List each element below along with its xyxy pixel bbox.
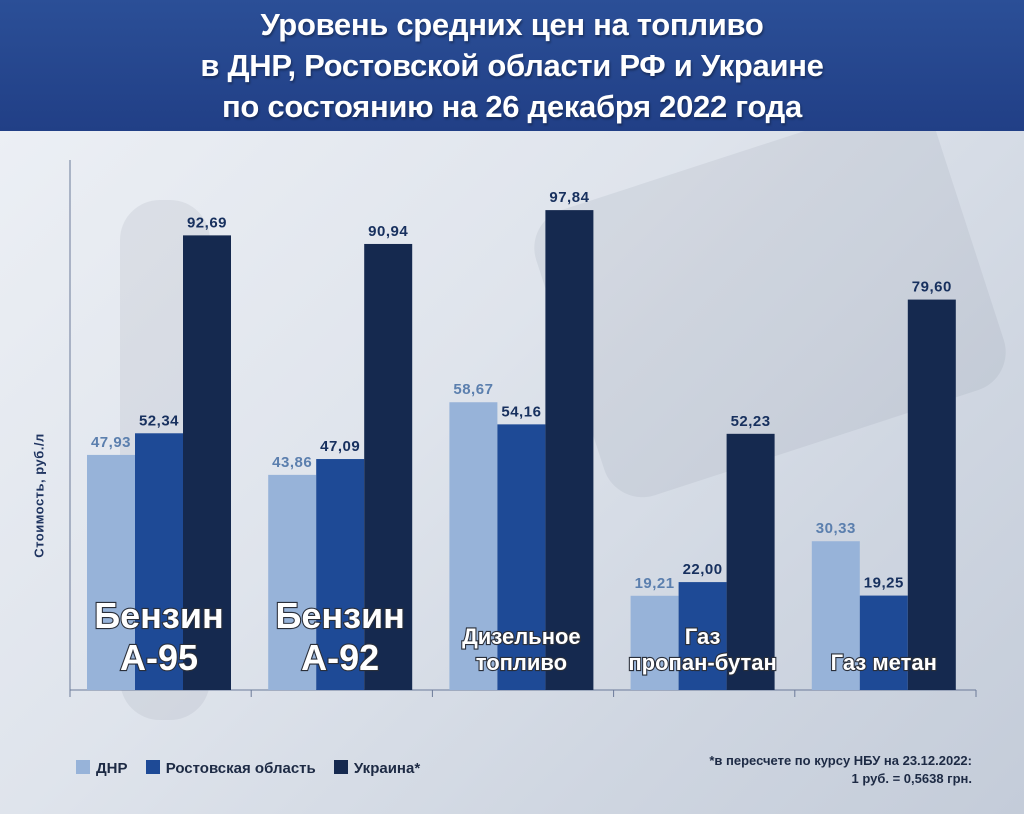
legend-swatch-rostov (145, 760, 160, 774)
data-label-1-1: 47,09 (320, 438, 360, 455)
bar-4-0 (811, 541, 860, 690)
data-label-3-1: 22,00 (683, 561, 723, 578)
bar-0-1 (135, 433, 183, 690)
category-label-0-1: А-95 (120, 637, 198, 678)
footnote-line-2: 1 руб. = 0,5638 грн. (851, 771, 973, 786)
data-label-1-2: 90,94 (368, 223, 408, 240)
legend-item-rostov: Ростовская область (145, 760, 316, 777)
data-label-0-2: 92,69 (187, 214, 227, 231)
bar-4-2 (907, 299, 956, 690)
bar-1-0 (268, 474, 317, 690)
legend-item-ukraine: Украина* (333, 760, 421, 777)
legend-swatch-ukraine (333, 760, 348, 774)
chart-title-banner: Уровень средних цен на топливо в ДНР, Ро… (0, 0, 1024, 131)
bar-3-1 (678, 582, 727, 690)
data-label-1-0: 43,86 (272, 454, 312, 471)
category-label-1-1: А-92 (301, 637, 379, 678)
data-label-2-0: 58,67 (453, 381, 493, 398)
category-label-4-0: Газ метан (831, 650, 937, 675)
bar-4-1 (859, 595, 908, 690)
category-label-2-1: топливо (476, 650, 567, 675)
chart-title-line-3: по состоянию на 26 декабря 2022 года (222, 89, 802, 124)
legend-label-ukraine: Украина* (353, 760, 421, 777)
data-label-2-2: 97,84 (549, 189, 589, 206)
bar-2-1 (497, 424, 546, 690)
bar-1-2 (364, 243, 413, 691)
category-label-2-0: Дизельное (462, 624, 581, 649)
data-label-4-1: 19,25 (864, 575, 904, 592)
footnote-line-1: *в пересчете по курсу НБУ на 23.12.2022: (709, 753, 972, 768)
bar-0-0 (87, 454, 135, 690)
chart-title-line-2: в ДНР, Ростовской области РФ и Украине (200, 48, 824, 83)
data-label-2-1: 54,16 (501, 403, 541, 420)
category-label-1-0: Бензин (275, 595, 404, 636)
bar-1-1 (316, 459, 365, 690)
legend-label-dnr: ДНР (96, 760, 128, 777)
category-label-3-1: пропан-бутан (628, 650, 776, 675)
bar-0-2 (183, 235, 231, 690)
legend-label-rostov: Ростовская область (165, 760, 316, 777)
category-label-0-0: Бензин (94, 595, 223, 636)
data-label-3-2: 52,23 (731, 413, 771, 430)
bar-3-2 (726, 433, 775, 690)
data-label-4-2: 79,60 (912, 279, 952, 296)
legend: ДНР Ростовская область Украина* (76, 760, 434, 777)
chart-title-line-1: Уровень средних цен на топливо (260, 7, 764, 42)
category-label-3-0: Газ (685, 624, 721, 649)
legend-swatch-dnr (76, 760, 90, 774)
bar-3-0 (630, 595, 679, 690)
data-label-0-0: 47,93 (91, 434, 131, 451)
data-label-4-0: 30,33 (816, 520, 856, 537)
footnote: *в пересчете по курсу НБУ на 23.12.2022:… (709, 752, 972, 788)
legend-item-dnr: ДНР (76, 760, 128, 777)
bar-2-2 (545, 210, 594, 690)
data-label-3-0: 19,21 (635, 575, 675, 592)
bar-2-0 (449, 402, 498, 690)
data-label-0-1: 52,34 (139, 412, 179, 429)
